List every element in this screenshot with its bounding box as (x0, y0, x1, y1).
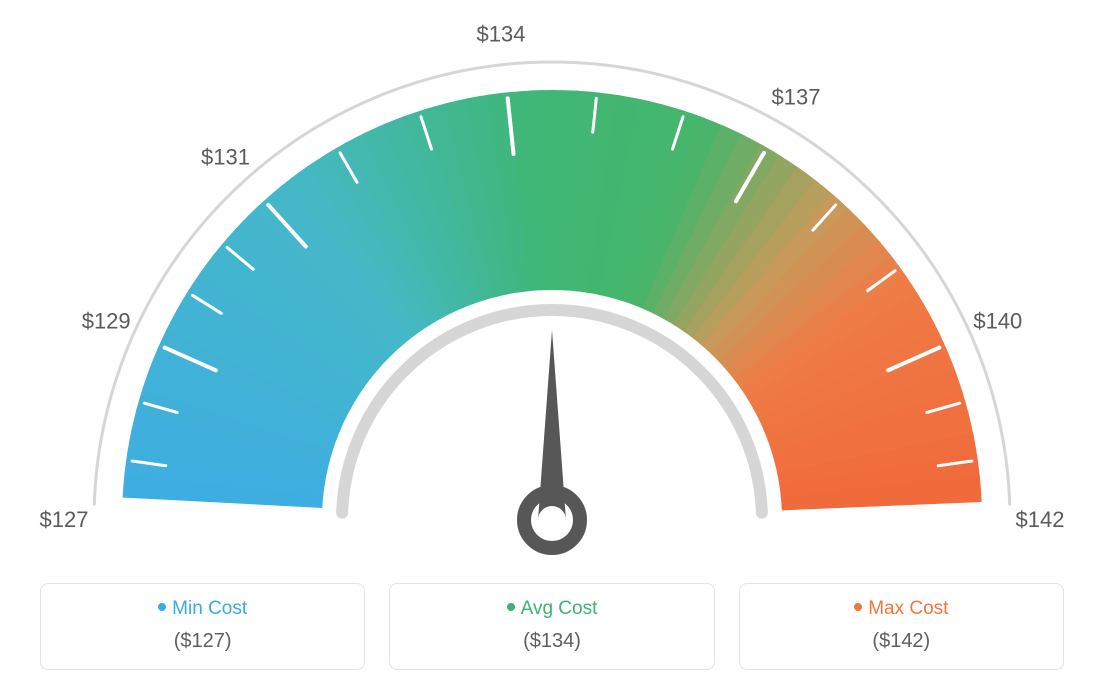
min-dot-icon (158, 603, 166, 611)
gauge-chart: $127 $129 $131 $134 $137 $140 $142 (0, 0, 1104, 580)
tick-label: $127 (40, 507, 89, 532)
max-cost-label: Max Cost (750, 598, 1053, 620)
avg-cost-label: Avg Cost (400, 598, 703, 620)
tick-label: $142 (1016, 507, 1065, 532)
tick-label: $129 (82, 309, 131, 334)
needle-hub-hole (538, 506, 566, 534)
tick-label: $131 (201, 144, 250, 169)
avg-cost-value: ($134) (400, 630, 703, 653)
min-cost-value: ($127) (51, 630, 354, 653)
max-cost-value: ($142) (750, 630, 1053, 653)
summary-cards: Min Cost ($127) Avg Cost ($134) Max Cost… (40, 583, 1064, 670)
tick-label: $134 (477, 22, 526, 47)
avg-dot-icon (507, 603, 515, 611)
max-cost-label-text: Max Cost (868, 598, 948, 619)
tick-label: $140 (973, 309, 1022, 334)
min-cost-card: Min Cost ($127) (40, 583, 365, 670)
avg-cost-label-text: Avg Cost (521, 598, 598, 619)
min-cost-label: Min Cost (51, 598, 354, 620)
cost-gauge-widget: $127 $129 $131 $134 $137 $140 $142 Min Cost ($… (0, 0, 1104, 690)
min-cost-label-text: Min Cost (172, 598, 247, 619)
max-cost-card: Max Cost ($142) (739, 583, 1064, 670)
tick-label: $137 (772, 84, 821, 109)
max-dot-icon (854, 603, 862, 611)
avg-cost-card: Avg Cost ($134) (389, 583, 714, 670)
